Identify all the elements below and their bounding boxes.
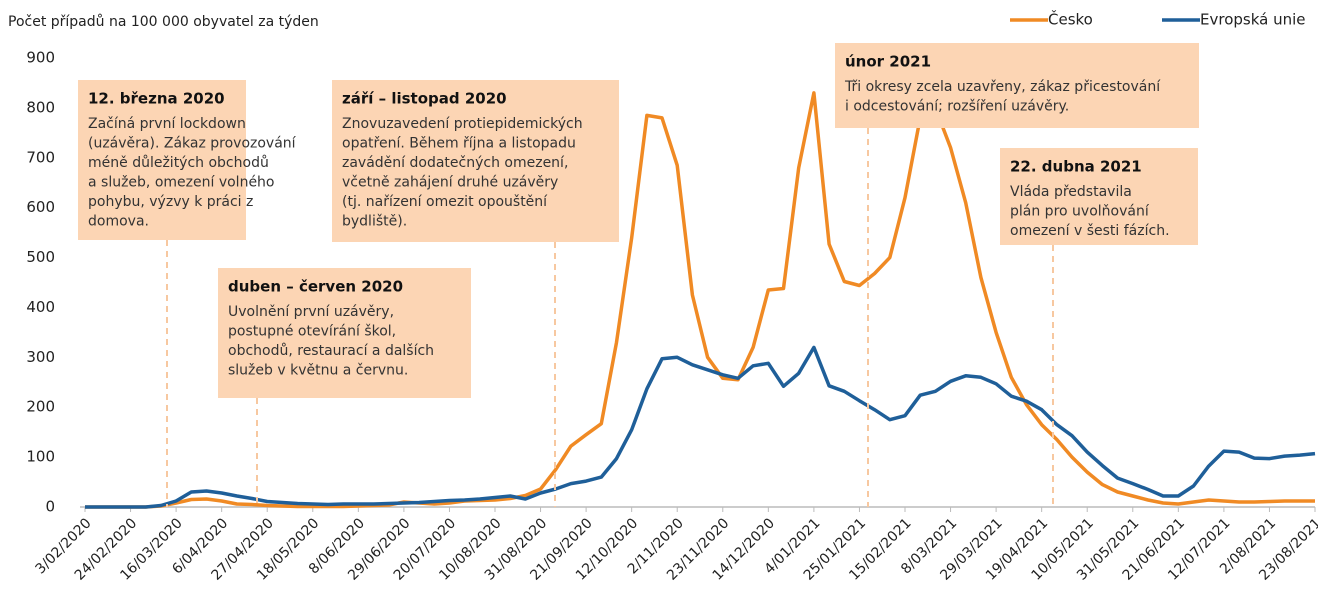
series-line: [85, 91, 1315, 509]
annotation-text: Tři okresy zcela uzavřeny, zákaz přicest…: [844, 79, 1161, 95]
annotation-text: včetně zahájení druhé uzávěry: [342, 175, 558, 191]
y-tick-label: 100: [26, 448, 55, 466]
annotation-text: méně důležitých obchodů: [88, 155, 269, 171]
y-tick-label: 200: [26, 398, 55, 416]
annotation-text: Uvolnění první uzávěry,: [228, 304, 394, 320]
annotation-title: 22. dubna 2021: [1010, 158, 1142, 176]
annotation-text: (uzávěra). Zákaz provozování: [88, 136, 297, 152]
series-line: [85, 345, 1316, 509]
y-tick-label: 0: [45, 498, 55, 516]
annotation-box: [835, 43, 1199, 128]
annotation-text: Začíná první lockdown: [88, 116, 246, 132]
annotation-text: opatření. Během října a listopadu: [342, 136, 576, 152]
annotation-title: duben – červen 2020: [228, 278, 403, 296]
annotation-text: zavádění dodatečných omezení,: [342, 155, 568, 171]
annotation-text: (tj. nařízení omezit opouštění: [342, 194, 548, 210]
annotation-text: a služeb, omezení volného: [88, 175, 275, 191]
annotation-box: [332, 80, 619, 242]
annotation-box: [78, 80, 246, 240]
annotation-text: postupné otevírání škol,: [228, 324, 396, 340]
annotation-title: 12. března 2020: [88, 90, 225, 108]
y-tick-label: 900: [26, 49, 55, 67]
annotation-box: [1000, 148, 1198, 245]
y-tick-label: 700: [26, 148, 55, 166]
y-tick-label: 600: [26, 198, 55, 216]
y-axis-title: Počet případů na 100 000 obyvatel za týd…: [8, 14, 319, 30]
annotation-box: [218, 268, 471, 398]
annotation-title: září – listopad 2020: [342, 90, 507, 108]
annotation-text: Znovuzavedení protiepidemických: [342, 116, 583, 132]
y-tick-label: 400: [26, 298, 55, 316]
annotation-text: pohybu, výzvy k práci z: [88, 194, 253, 210]
annotation-text: domova.: [88, 214, 149, 230]
y-tick-label: 800: [26, 98, 55, 116]
annotation-title: únor 2021: [845, 53, 931, 71]
annotation-text: obchodů, restaurací a dalších: [228, 343, 434, 359]
annotation-text: plán pro uvolňování: [1010, 204, 1150, 220]
annotation-text: služeb v květnu a červnu.: [228, 363, 408, 379]
legend-label: Evropská unie: [1200, 11, 1306, 29]
annotation-text: i odcestování; rozšíření uzávěry.: [845, 99, 1069, 115]
y-tick-label: 500: [26, 248, 55, 266]
legend-label: Česko: [1048, 10, 1093, 29]
annotation-text: Vláda představila: [1010, 184, 1132, 200]
y-tick-label: 300: [26, 348, 55, 366]
annotation-text: bydliště).: [342, 214, 407, 230]
annotation-text: omezení v šesti fázích.: [1010, 223, 1170, 239]
